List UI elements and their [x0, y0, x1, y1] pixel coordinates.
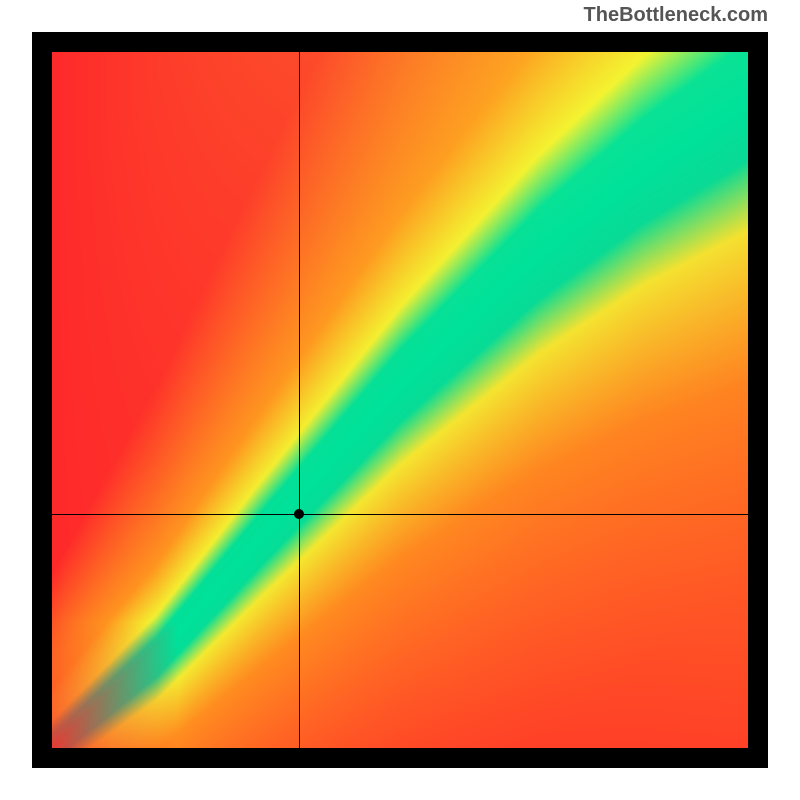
plot-area	[52, 52, 748, 748]
plot-frame	[32, 32, 768, 768]
heatmap-canvas	[52, 52, 748, 748]
chart-container: TheBottleneck.com	[0, 0, 800, 800]
marker-point	[294, 509, 304, 519]
crosshair-vertical	[299, 52, 300, 748]
attribution-text: TheBottleneck.com	[584, 4, 768, 27]
crosshair-horizontal	[52, 514, 748, 515]
